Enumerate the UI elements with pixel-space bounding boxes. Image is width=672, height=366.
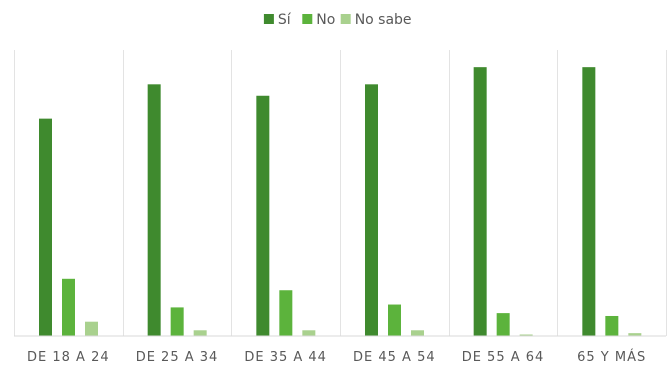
bar-no <box>62 278 75 336</box>
bar-no-sabe <box>193 330 207 336</box>
legend-swatch-no <box>302 14 313 24</box>
bar-no <box>605 315 619 336</box>
legend: Sí No No sabe <box>263 12 412 28</box>
x-tick-label: DE 18 A 24 <box>27 350 110 365</box>
bar-no <box>388 304 401 336</box>
x-tick-label: 65 Y MÁS <box>577 349 646 365</box>
bar-s- <box>365 84 378 336</box>
bar-s- <box>582 67 596 336</box>
bar-s- <box>256 95 270 336</box>
x-axis-labels: DE 18 A 24 DE 25 A 34 DE 35 A 44 DE 45 A 54… <box>27 349 646 365</box>
x-tick-label: DE 55 A 64 <box>462 350 545 365</box>
legend-swatch-s- <box>263 14 274 24</box>
bar-no-sabe <box>411 330 424 336</box>
legend-label-no-sabe: No sabe <box>355 12 412 28</box>
bar-s- <box>473 67 487 336</box>
bar-no-sabe <box>302 330 316 336</box>
legend-label-s-: Sí <box>278 12 292 28</box>
legend-swatch-no-sabe <box>340 14 351 24</box>
x-tick-label: DE 45 A 54 <box>353 350 436 365</box>
category-separators <box>14 50 667 336</box>
x-tick-label: DE 35 A 44 <box>244 350 327 365</box>
bars <box>39 67 642 336</box>
bar-s- <box>39 118 52 336</box>
bar-no <box>279 290 293 336</box>
x-tick-label: DE 25 A 34 <box>136 350 219 365</box>
bar-no-sabe <box>628 333 642 336</box>
bar-no <box>496 313 510 336</box>
bar-no-sabe <box>85 321 98 336</box>
bar-s- <box>147 84 161 336</box>
legend-label-no: No <box>316 12 335 28</box>
bar-no <box>170 307 184 336</box>
bar-no-sabe <box>519 334 533 336</box>
